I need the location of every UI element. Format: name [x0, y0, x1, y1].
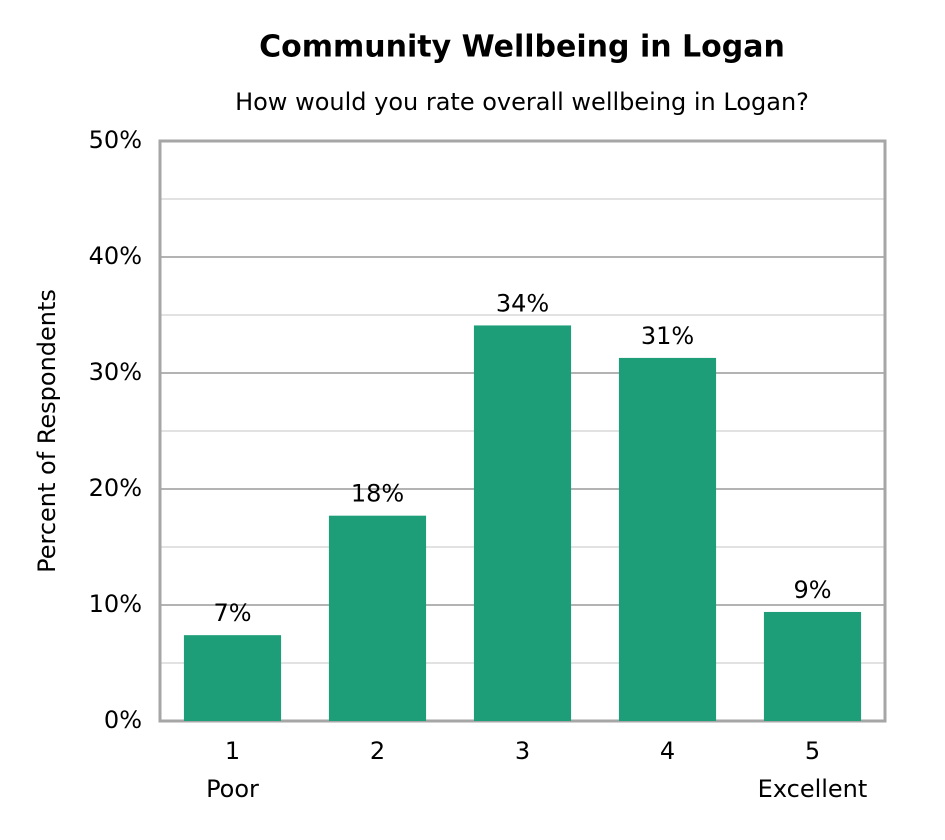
x-tick-sublabel: Poor	[206, 775, 259, 803]
chart-title: Community Wellbeing in Logan	[259, 30, 785, 65]
data-label: 34%	[496, 289, 549, 317]
y-axis-label: Percent of Respondents	[33, 289, 61, 573]
bar	[763, 611, 862, 721]
chart-subtitle: How would you rate overall wellbeing in …	[235, 88, 809, 116]
y-tick-label: 30%	[89, 358, 142, 386]
x-tick-sublabel: Excellent	[758, 775, 868, 803]
x-tick-label: 2	[370, 737, 385, 765]
bar	[328, 515, 427, 721]
y-tick-label: 50%	[89, 126, 142, 154]
data-label: 7%	[213, 599, 251, 627]
x-tick-label: 4	[660, 737, 675, 765]
bar	[618, 357, 717, 721]
data-label: 31%	[641, 322, 694, 350]
y-tick-label: 20%	[89, 474, 142, 502]
bar	[473, 325, 572, 721]
data-label: 18%	[351, 480, 404, 508]
y-tick-label: 40%	[89, 242, 142, 270]
data-label: 9%	[793, 576, 831, 604]
x-tick-label: 3	[515, 737, 530, 765]
x-tick-label: 1	[225, 737, 240, 765]
y-tick-label: 0%	[104, 706, 142, 734]
x-tick-label: 5	[805, 737, 820, 765]
y-tick-label: 10%	[89, 590, 142, 618]
bar	[183, 635, 282, 721]
